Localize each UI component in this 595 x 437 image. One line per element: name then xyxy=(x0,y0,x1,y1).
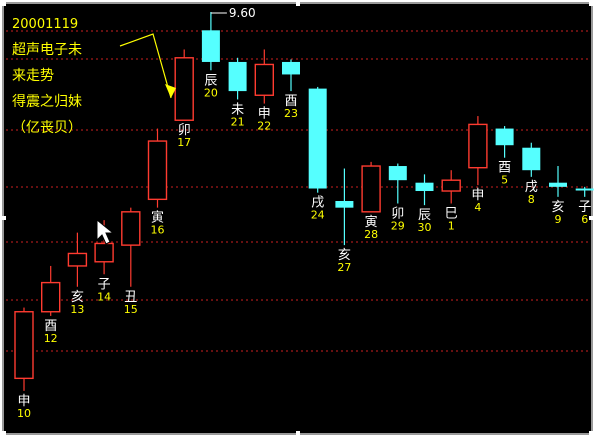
candle-body xyxy=(309,89,327,189)
candle-day-label: 28 xyxy=(364,228,378,241)
candle-day-label: 1 xyxy=(448,220,455,233)
candle-body xyxy=(229,62,247,91)
candle-body xyxy=(68,253,86,265)
candle-day-label: 12 xyxy=(44,332,58,345)
candle-1 xyxy=(15,308,33,391)
annotation-line-4: 得震之归妹 xyxy=(12,93,82,110)
candle-body xyxy=(442,180,460,191)
candle-day-label: 13 xyxy=(70,303,84,316)
candle-day-label: 6 xyxy=(581,213,588,226)
candle-body xyxy=(522,148,540,170)
handle-top-center xyxy=(296,2,300,6)
candle-body xyxy=(202,30,220,62)
candle-day-label: 30 xyxy=(418,221,432,234)
candle-body xyxy=(149,141,167,199)
candle-body xyxy=(335,201,353,208)
candle-day-label: 23 xyxy=(284,107,298,120)
annotation-line-1: 20001119 xyxy=(12,17,78,32)
candle-body xyxy=(362,166,380,212)
candle-14 xyxy=(362,162,380,212)
candle-day-label: 17 xyxy=(177,136,191,149)
candle-day-label: 29 xyxy=(391,220,405,233)
handle-bottom-left xyxy=(2,431,6,435)
candle-day-label: 20 xyxy=(204,86,218,99)
annotation-line-2: 超声电子未 xyxy=(12,42,82,58)
candle-body xyxy=(389,166,407,180)
candle-day-label: 15 xyxy=(124,303,138,316)
handle-bottom-right xyxy=(589,431,593,435)
handle-top-right xyxy=(589,2,593,6)
candle-body xyxy=(549,183,567,187)
handle-middle-right xyxy=(589,216,593,220)
candle-day-label: 21 xyxy=(231,115,245,128)
candle-day-label: 10 xyxy=(17,407,31,420)
candle-body xyxy=(469,124,487,167)
candle-6 xyxy=(149,129,167,208)
candle-day-label: 9 xyxy=(555,213,562,226)
candle-day-label: 27 xyxy=(337,261,351,274)
candle-body xyxy=(496,129,514,146)
candle-12 xyxy=(309,87,327,193)
candle-body xyxy=(42,283,60,312)
candle-day-label: 24 xyxy=(311,209,325,222)
candle-body xyxy=(122,212,140,245)
annotation-line-5: （亿丧贝） xyxy=(12,120,82,136)
handle-top-left xyxy=(2,2,6,6)
handle-middle-left xyxy=(2,216,6,220)
candle-day-label: 22 xyxy=(257,120,271,133)
candle-7 xyxy=(175,49,193,120)
candle-day-label: 5 xyxy=(501,174,508,187)
candle-day-label: 16 xyxy=(151,224,165,237)
candle-day-label: 14 xyxy=(97,290,111,303)
candle-body xyxy=(416,183,434,191)
candle-body xyxy=(282,62,300,74)
high-marker-label: 9.60 xyxy=(229,6,256,20)
annotation-line-3: 来走势 xyxy=(12,68,54,84)
candle-body xyxy=(255,64,273,95)
handle-bottom-center xyxy=(296,431,300,435)
candle-day-label: 4 xyxy=(474,201,481,214)
candle-day-label: 8 xyxy=(528,193,535,206)
candle-body xyxy=(175,58,193,120)
candle-body xyxy=(95,243,113,261)
candle-body xyxy=(576,189,594,191)
candle-body xyxy=(15,312,33,379)
